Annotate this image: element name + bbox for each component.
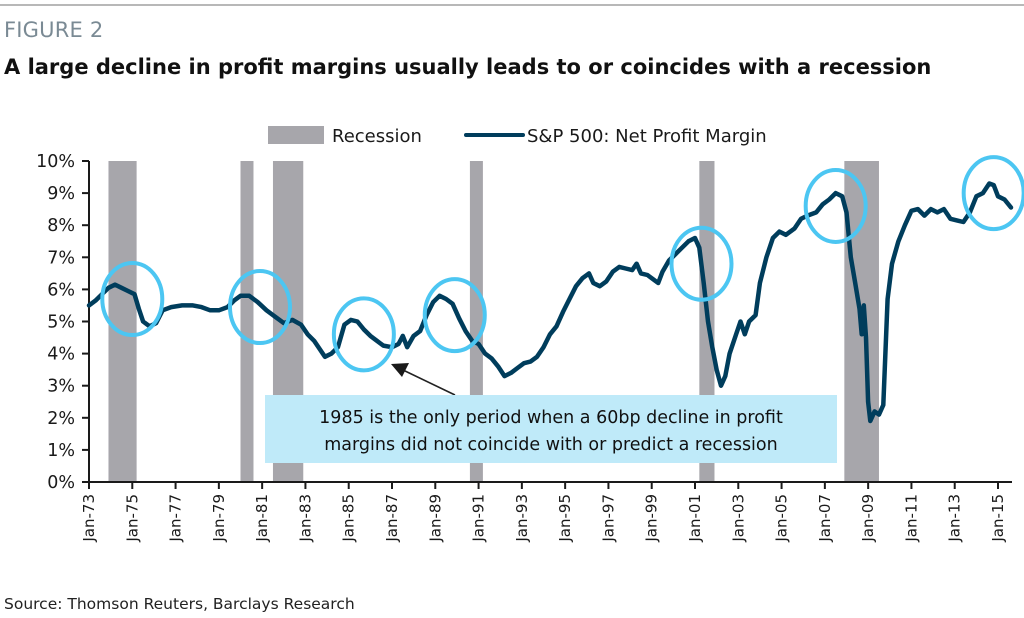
annotation-arrow-shaft	[402, 369, 456, 396]
x-tick-label: Jan-79	[210, 494, 228, 543]
recession-band	[240, 161, 254, 482]
x-tick-label: Jan-77	[167, 494, 185, 543]
x-tick-label: Jan-93	[513, 494, 531, 543]
recession-band	[108, 161, 137, 482]
annotation-arrowhead	[391, 363, 409, 377]
x-tick-label: Jan-75	[123, 494, 141, 543]
series-line-net-profit-margin	[86, 181, 1014, 424]
top-divider	[0, 4, 1024, 6]
series-layer	[86, 181, 1014, 424]
x-tick-label: Jan-03	[729, 494, 747, 543]
y-tick-label: 7%	[47, 248, 75, 268]
x-tick-label: Jan-85	[340, 494, 358, 543]
y-tick-label: 8%	[47, 216, 75, 236]
y-tick-label: 4%	[47, 345, 75, 365]
legend-label-recession: Recession	[332, 126, 422, 147]
x-tick-label: Jan-87	[383, 494, 401, 543]
x-tick-label: Jan-99	[643, 494, 661, 543]
y-tick-label: 2%	[47, 409, 75, 429]
legend: Recession S&P 500: Net Profit Margin	[268, 126, 767, 147]
highlight-circle	[227, 269, 292, 346]
y-tick-label: 10%	[36, 152, 75, 172]
y-tick-label: 5%	[47, 313, 75, 333]
x-tick-label: Jan-07	[816, 494, 834, 543]
y-tick-label: 6%	[47, 280, 75, 300]
x-tick-label: Jan-95	[556, 494, 574, 543]
highlight-circle	[669, 225, 734, 302]
x-tick-label: Jan-81	[253, 494, 271, 543]
highlight-circle	[331, 296, 396, 373]
figure-label: FIGURE 2	[4, 18, 104, 42]
highlight-circle	[961, 155, 1024, 232]
x-tick-label: Jan-91	[470, 494, 488, 543]
legend-swatch-recession	[268, 126, 324, 144]
source-note: Source: Thomson Reuters, Barclays Resear…	[4, 595, 355, 613]
x-tick-label: Jan-01	[686, 494, 704, 543]
annotation-line-1: 1985 is the only period when a 60bp decl…	[319, 408, 783, 428]
highlight-circle	[422, 277, 487, 354]
legend-label-margin: S&P 500: Net Profit Margin	[527, 126, 767, 147]
y-tick-label: 9%	[47, 184, 75, 204]
x-tick-label: Jan-13	[946, 494, 964, 543]
x-tick-label: Jan-11	[902, 494, 920, 543]
x-tick-label: Jan-89	[426, 494, 444, 543]
x-tick-label: Jan-83	[296, 494, 314, 543]
annotation: 1985 is the only period when a 60bp decl…	[265, 363, 837, 463]
y-ticks: 0% 1% 2% 3% 4% 5% 6% 7% 8% 9% 10%	[36, 152, 89, 493]
chart-title: A large decline in profit margins usuall…	[4, 55, 932, 79]
x-tick-label: Jan-09	[859, 494, 877, 543]
x-tick-label: Jan-73	[80, 494, 98, 543]
annotation-line-2: margins did not coincide with or predict…	[324, 435, 777, 455]
highlight-circle	[803, 167, 868, 244]
y-tick-label: 1%	[47, 441, 75, 461]
x-ticks: Jan-73 Jan-75 Jan-77 Jan-79 Jan-81 Jan-83 Jan-…	[80, 482, 1007, 543]
annotation-box	[265, 395, 837, 463]
y-tick-label: 0%	[47, 473, 75, 493]
x-tick-label: Jan-15	[989, 494, 1007, 543]
x-tick-label: Jan-97	[599, 494, 617, 543]
highlight-circle	[100, 261, 165, 338]
x-tick-label: Jan-05	[773, 494, 791, 543]
y-tick-label: 3%	[47, 377, 75, 397]
